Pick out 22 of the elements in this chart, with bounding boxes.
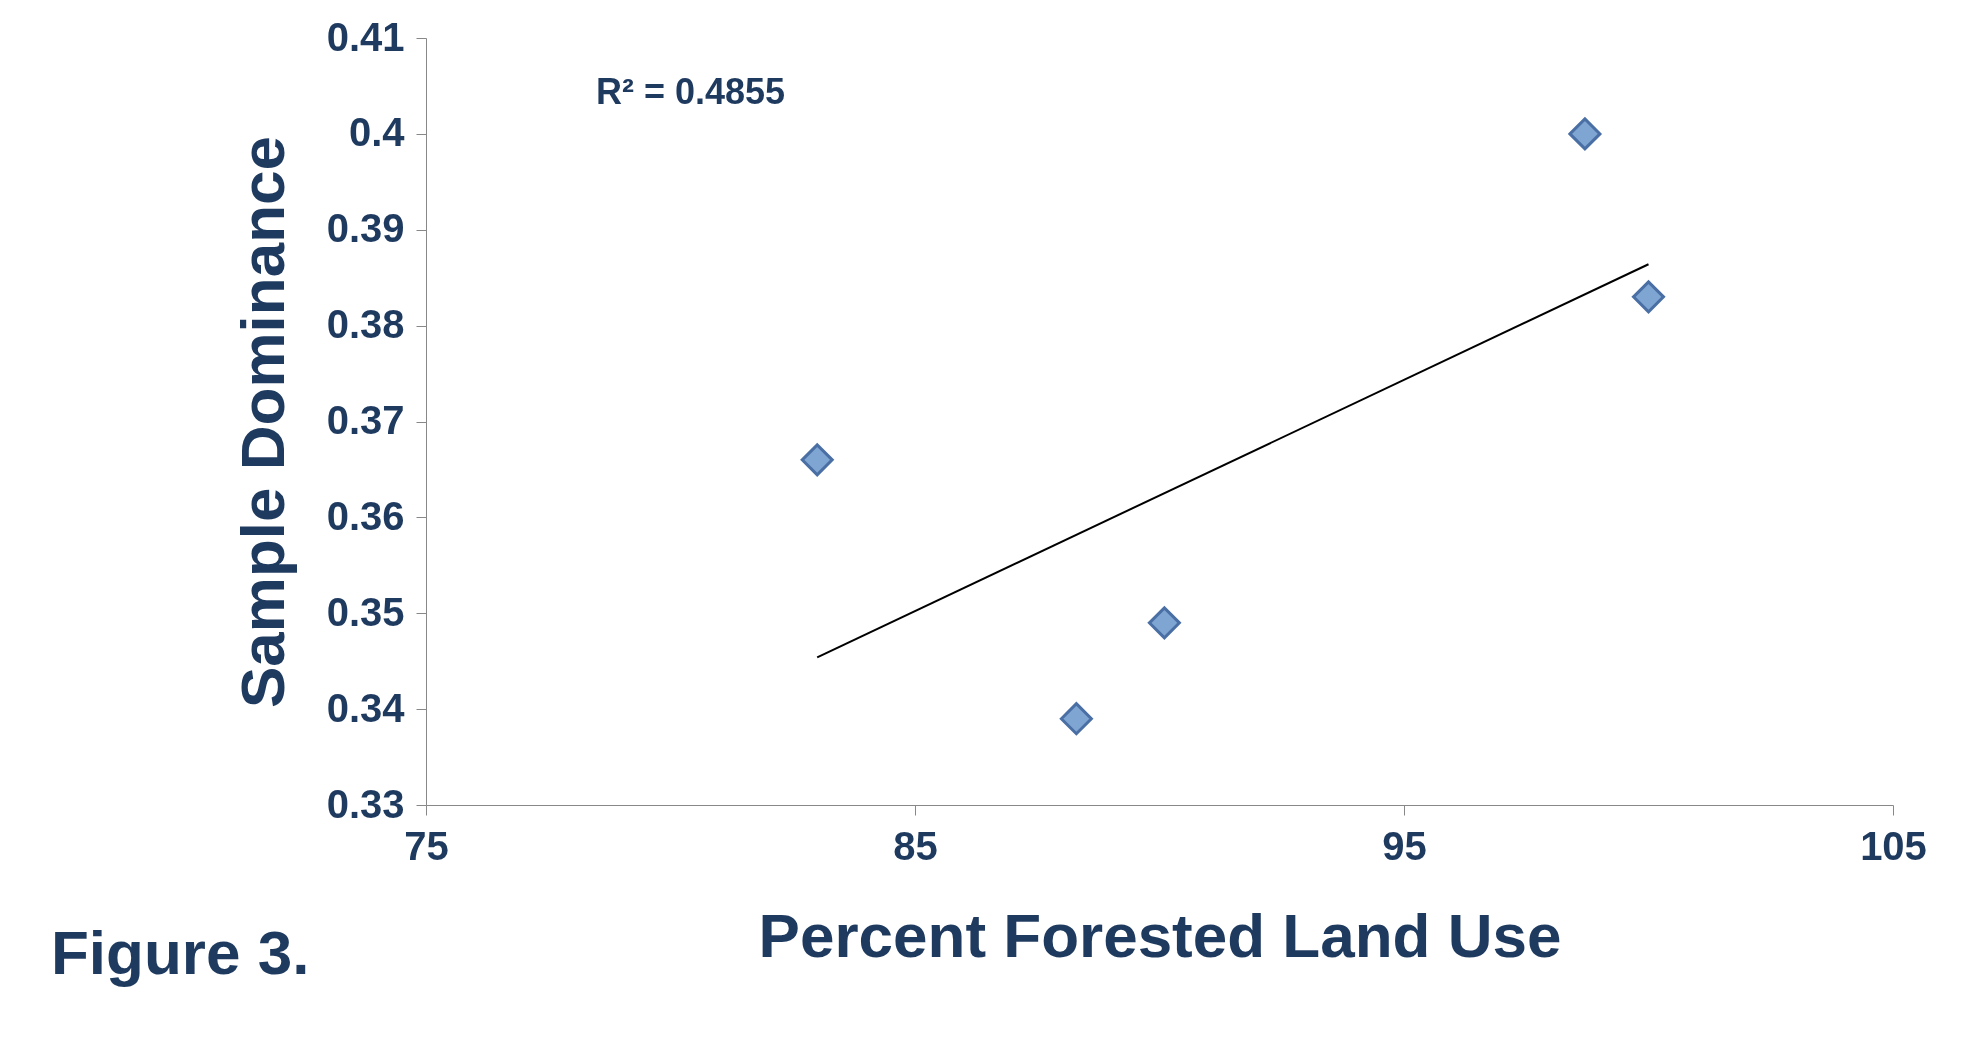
x-tick-label: 105 [1860,823,1927,868]
x-tick-label: 75 [404,823,449,868]
y-tick-label: 0.4 [348,110,406,155]
y-axis-title: Sample Dominance [227,136,297,708]
point [1147,606,1181,640]
caption: Figure 3. [51,918,310,987]
x-axis-title: Percent Forested Land Use [758,900,1562,970]
point [1568,117,1602,151]
y-tick-label: 0.33 [326,781,405,826]
y-tick-label: 0.37 [326,398,405,442]
y-tick-label: 0.39 [326,206,405,251]
y-tick-label: 0.35 [326,589,405,634]
point [1059,702,1093,736]
y-tick-label: 0.41 [326,14,405,59]
y-tick-label: 0.38 [326,302,405,347]
y-tick-label: 0.34 [326,685,406,730]
point [800,443,834,477]
annotation: R² = 0.4855 [596,71,786,112]
point [1632,280,1665,314]
y-tick-label: 0.36 [326,493,405,538]
x-tick-label: 85 [893,823,938,868]
x-tick-label: 95 [1382,823,1427,868]
